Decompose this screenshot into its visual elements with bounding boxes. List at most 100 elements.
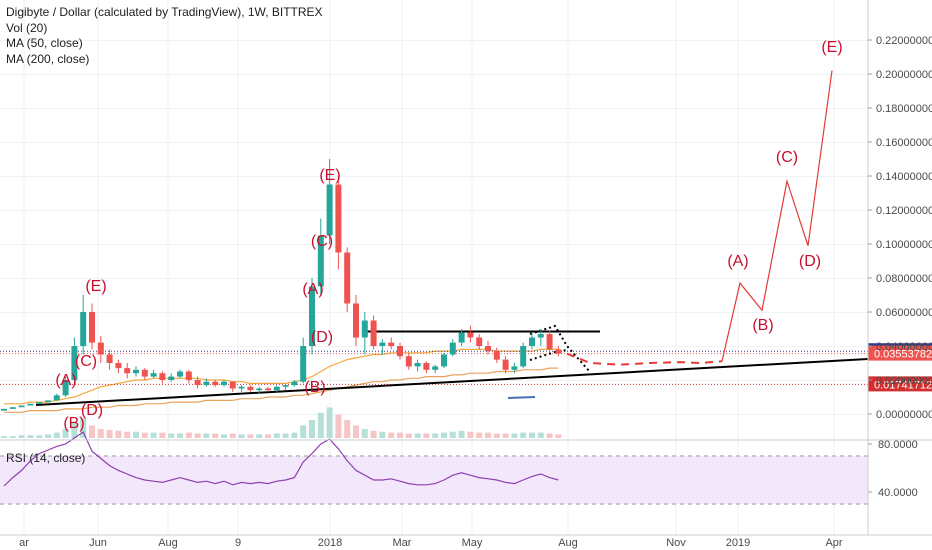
support-trendline <box>35 358 869 406</box>
candle-body <box>203 381 210 386</box>
volume-bar <box>229 433 236 438</box>
candle-body <box>414 363 421 367</box>
rsi-indicator-label[interactable]: RSI (14, close) <box>6 451 86 465</box>
rsi-tick-label: 80.0000 <box>878 439 918 451</box>
candle-body <box>529 337 535 346</box>
volume-bar <box>458 430 465 438</box>
time-tick-label: May <box>462 537 483 549</box>
candle-body <box>115 363 122 369</box>
volume-bar <box>177 433 183 438</box>
chart-legend: Digibyte / Dollar (calculated by Trading… <box>6 5 323 67</box>
volume-bar <box>344 420 351 438</box>
volume-bar <box>89 425 95 438</box>
volume-bar <box>405 433 412 438</box>
ma50-indicator-label[interactable]: MA (50, close) <box>6 36 83 50</box>
volume-bar <box>520 432 527 438</box>
volume-bar <box>97 429 104 438</box>
ma50-line <box>4 348 559 405</box>
volume-bar <box>221 434 227 438</box>
time-tick-label: Aug <box>558 537 578 549</box>
candle-body <box>476 337 483 346</box>
price-tag-label: 0.01741712 <box>874 379 932 391</box>
wave-label: (B) <box>63 415 84 432</box>
volume-bar <box>9 436 16 438</box>
volume-bar <box>212 433 219 438</box>
candle-body <box>291 381 298 386</box>
volume-bar <box>45 434 51 438</box>
volume-bar <box>397 432 403 438</box>
price-tick-label: 0.10000000 <box>876 239 932 251</box>
wave-label: (E) <box>319 167 340 184</box>
ma50-path <box>4 348 559 405</box>
candle-body <box>53 395 60 401</box>
wave-label: (E) <box>85 278 106 295</box>
candle-body <box>71 346 78 380</box>
wave-label: (C) <box>75 353 97 370</box>
wave-label: (C) <box>776 149 798 166</box>
candle-body <box>124 368 131 374</box>
candle-body <box>502 359 509 370</box>
candle-body <box>493 351 500 360</box>
price-tick-label: 0.14000000 <box>876 171 932 183</box>
volume-bar <box>537 432 544 438</box>
volume-bar <box>18 435 25 438</box>
volume-bar <box>485 432 491 438</box>
vol-indicator-label[interactable]: Vol (20) <box>6 20 48 35</box>
volume-bar <box>432 433 439 438</box>
candle-body <box>423 363 430 370</box>
candle-body <box>89 312 95 343</box>
candle-body <box>379 342 386 346</box>
volume-bar <box>36 435 43 438</box>
volume-bar <box>555 434 562 438</box>
candle-body <box>1 408 7 411</box>
projection-dashed <box>566 352 723 366</box>
candle-body <box>133 369 139 374</box>
volume-bar <box>185 432 192 438</box>
volume-bar <box>370 430 377 438</box>
volume-bar <box>71 421 78 438</box>
volume-bar <box>1 436 7 438</box>
trendline-drawings[interactable] <box>35 324 869 406</box>
candle-body <box>177 371 183 377</box>
candle-body <box>221 381 227 386</box>
volume-bar <box>529 432 535 438</box>
volume-bars <box>1 407 562 438</box>
wave-label: (A) <box>302 281 323 298</box>
volume-bar <box>414 433 421 438</box>
price-tick-label: 0.04000000 <box>876 341 932 353</box>
price-tick-label: 0.00000000 <box>876 409 932 421</box>
volume-bar <box>309 420 315 438</box>
candle-body <box>150 373 157 377</box>
candle-body <box>141 369 148 377</box>
volume-bar <box>326 407 333 438</box>
projection-path[interactable] <box>566 70 833 366</box>
price-tag-box <box>868 345 932 361</box>
volume-bar <box>159 432 166 438</box>
volume-bar <box>62 429 69 438</box>
volume-bar <box>476 432 483 438</box>
volume-bar <box>300 425 307 438</box>
volume-bar <box>441 432 447 438</box>
candle-body <box>45 400 51 403</box>
wave-label: (E) <box>821 39 842 56</box>
candle-body <box>159 373 166 380</box>
volume-bar <box>265 434 271 438</box>
blue-marker-line <box>507 396 536 399</box>
projection-solid <box>721 70 833 362</box>
time-tick-label: 2019 <box>726 537 750 549</box>
volume-bar <box>106 429 113 438</box>
candle-body <box>106 354 113 363</box>
wave-label: (D) <box>311 329 333 346</box>
rsi-line <box>3 431 559 487</box>
rsi-panel: 80.0000 40.0000 <box>0 431 918 505</box>
ma200-indicator-label[interactable]: MA (200, close) <box>6 51 90 66</box>
wave-label: (C) <box>311 233 333 250</box>
wedge-upper <box>529 324 591 373</box>
price-tag: 0.01741712 <box>868 376 932 392</box>
volume-bar <box>282 433 289 438</box>
price-tick-label: 0.18000000 <box>876 103 932 115</box>
wave-label: (A) <box>727 253 748 270</box>
ma200-path <box>4 367 559 413</box>
volume-bar <box>124 431 131 438</box>
